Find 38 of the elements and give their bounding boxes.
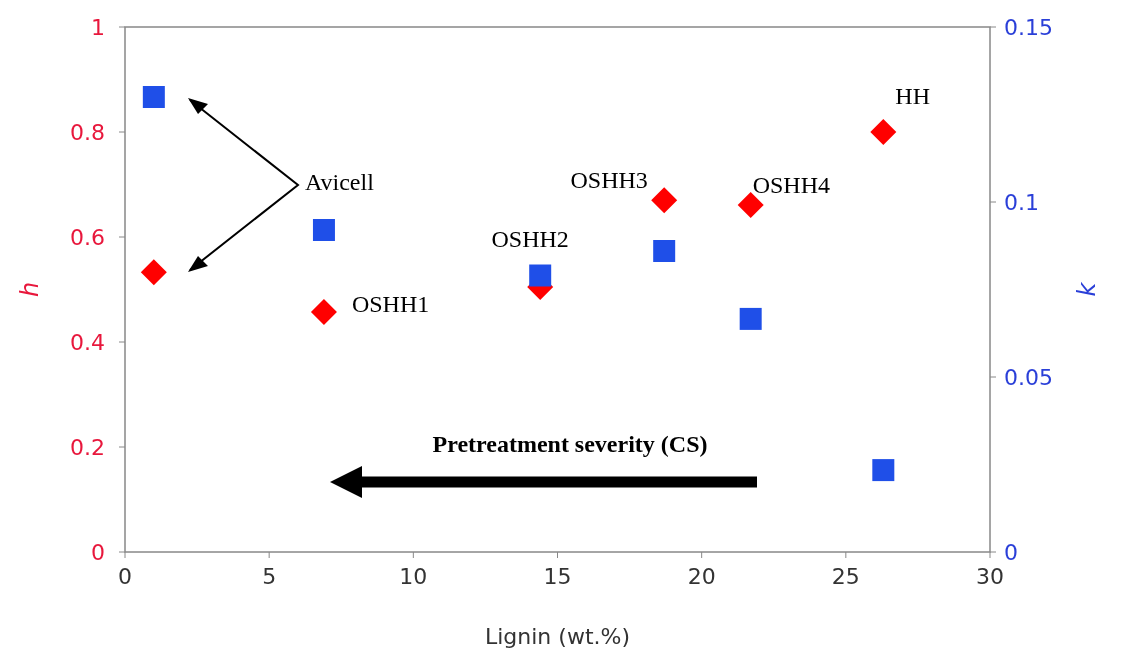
point [312, 219, 335, 241]
point [737, 191, 764, 218]
x-tick-label: 20 [687, 564, 716, 589]
x-axis-title: Lignin (wt.%) [484, 624, 631, 649]
y2-axis-title: k [1073, 281, 1101, 297]
x-tick-label: 5 [262, 564, 277, 589]
y2-tick-label: 0 [1004, 540, 1018, 565]
point [653, 240, 676, 262]
x-tick-label: 30 [976, 564, 1004, 589]
annotation: OSHH3 [570, 167, 648, 194]
y2-tick-label: 0.15 [1004, 15, 1053, 40]
x-tick-label: 15 [543, 564, 572, 589]
x-tick-label: 0 [118, 564, 132, 589]
x-tick-label: 10 [399, 564, 428, 589]
annotation: OSHH1 [351, 291, 430, 318]
point [739, 307, 762, 330]
point [651, 187, 678, 214]
point [310, 299, 337, 326]
point [142, 86, 165, 108]
y-axis-title: h [16, 281, 44, 298]
y-tick-label: 0 [91, 540, 105, 565]
annotation: OSHH2 [491, 225, 569, 252]
point [870, 119, 897, 145]
y-tick-label: 1 [91, 15, 105, 40]
annotation: Pretreatment severity (CS) [432, 431, 708, 457]
y-tick-label: 0.8 [70, 120, 105, 145]
y-tick-label: 0.6 [70, 225, 105, 250]
y2-tick-label: 0.05 [1004, 365, 1053, 390]
y2-tick-label: 0.1 [1004, 190, 1039, 215]
y-tick-label: 0.4 [70, 330, 105, 355]
point [140, 259, 167, 286]
x-tick-label: 25 [831, 564, 860, 589]
y-tick-label: 0.2 [70, 435, 105, 460]
point [872, 459, 895, 482]
annotation: OSHH4 [752, 171, 831, 198]
annotation: Avicell [305, 169, 375, 195]
point [529, 264, 552, 287]
annotation: HH [895, 83, 930, 109]
